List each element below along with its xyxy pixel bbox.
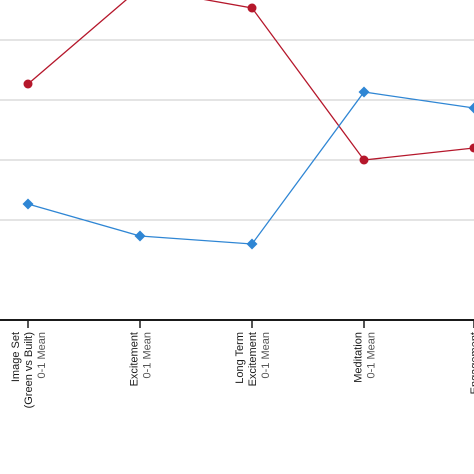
series-1-point-4 xyxy=(359,155,369,165)
x-label-2-line-1: Excitement xyxy=(129,332,141,386)
x-label-1-line-2: (Green vs Built) xyxy=(23,332,35,408)
x-label-2: Excitement 0-1 Mean xyxy=(129,332,154,386)
series-2-point-2 xyxy=(134,230,146,242)
x-label-2-line-2: 0-1 Mean xyxy=(142,332,154,378)
x-label-4: Meditation 0-1 Mean xyxy=(353,332,378,383)
x-label-5: Engagement xyxy=(469,332,474,394)
x-label-5-line-1: Engagement xyxy=(469,332,474,394)
series-2-line xyxy=(27,91,474,245)
x-label-4-line-2: 0-1 Mean xyxy=(366,332,378,378)
x-axis-labels: Image Set (Green vs Built) 0-1 Mean Excitem… xyxy=(10,332,474,408)
series-2 xyxy=(22,86,474,250)
x-label-1-line-1: Image Set xyxy=(10,332,22,382)
gridlines xyxy=(0,39,474,221)
series-1-point-3 xyxy=(247,3,257,13)
x-label-4-line-1: Meditation xyxy=(353,332,365,383)
x-axis-ticks xyxy=(27,320,474,328)
series-1-point-1 xyxy=(23,79,33,89)
x-label-3-line-1: Long Term xyxy=(234,332,246,384)
x-label-3-line-3: 0-1 Mean xyxy=(260,332,272,378)
x-label-3: Long Term Excitement 0-1 Mean xyxy=(234,332,272,386)
series-2-point-3 xyxy=(246,238,258,250)
x-label-1: Image Set (Green vs Built) 0-1 Mean xyxy=(10,332,48,408)
series-1 xyxy=(23,0,474,165)
series-2-point-5 xyxy=(468,102,474,114)
series-1-line xyxy=(27,0,474,161)
series xyxy=(22,0,474,250)
series-2-point-4 xyxy=(358,86,370,98)
series-1-point-5 xyxy=(469,143,474,153)
series-2-point-1 xyxy=(22,198,34,210)
x-label-3-line-2: Excitement xyxy=(247,332,259,386)
x-label-1-line-3: 0-1 Mean xyxy=(36,332,48,378)
